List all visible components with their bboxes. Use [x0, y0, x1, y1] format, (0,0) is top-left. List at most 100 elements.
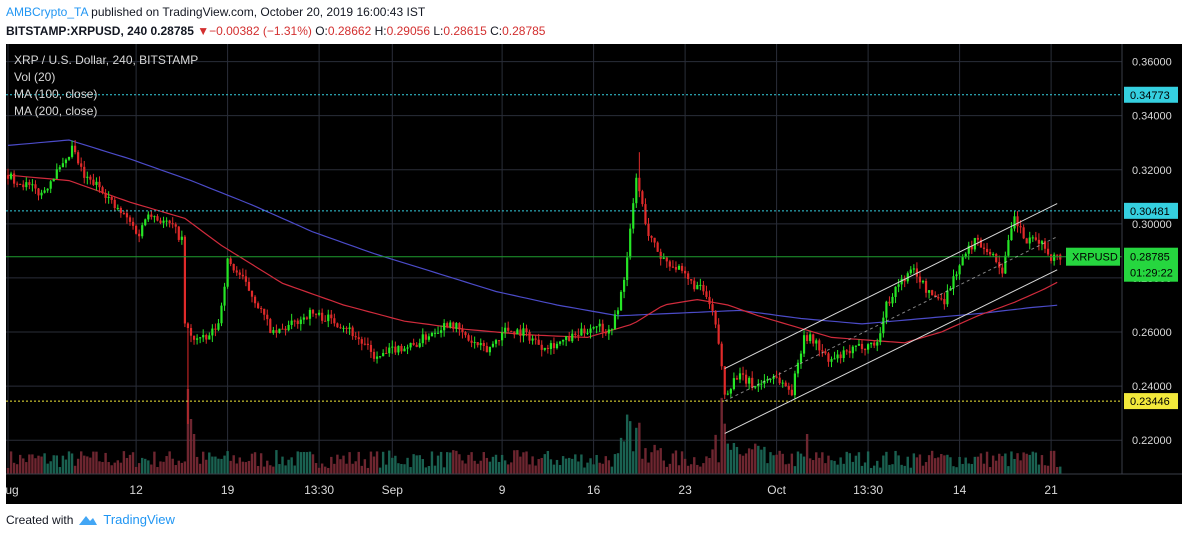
volume-bar [1013, 458, 1016, 474]
volume-bar [839, 457, 842, 474]
price-tick-label: 0.22000 [1132, 435, 1172, 447]
volume-bar [104, 452, 107, 474]
volume-bar [385, 464, 388, 474]
time-axis[interactable]: Aug 12 19 13:30 Sep 9 16 23 Oct 13:30 14 21 [6, 473, 1182, 504]
volume-bar [632, 451, 635, 474]
candle-body [74, 145, 77, 153]
candle-body [815, 340, 818, 344]
footer: Created with TradingView [6, 512, 175, 527]
candle-body [979, 239, 983, 248]
legend-item-ma100[interactable]: MA (100, close) [14, 87, 97, 101]
candle-body [879, 333, 882, 343]
candle-body [522, 328, 525, 336]
volume-bar [147, 460, 150, 474]
channel-mid-line [724, 236, 1058, 402]
candle-body [592, 327, 595, 329]
candle-body [543, 347, 546, 350]
legend-title: XRP / U.S. Dollar, 240, BITSTAMP [14, 53, 198, 67]
volume-bar [571, 458, 574, 474]
chart-area[interactable]: 0.360000.340000.320000.300000.280000.260… [6, 44, 1182, 504]
volume-bar [80, 451, 83, 474]
candle-body [501, 332, 504, 341]
candle-body [189, 328, 193, 336]
candle-body [58, 167, 61, 170]
volume-bar [909, 467, 912, 474]
candle-body [64, 159, 68, 164]
volume-bar [342, 455, 345, 474]
volume-bar [1010, 451, 1013, 474]
candle-body [418, 343, 421, 347]
volume-bar [174, 465, 177, 474]
candle-body [616, 310, 620, 315]
candle-body [25, 182, 28, 188]
candle-body [525, 328, 528, 333]
volume-bar [491, 456, 495, 474]
candle-body [101, 187, 104, 194]
volume-bar [906, 456, 909, 474]
volume-bar [568, 457, 571, 474]
volume-bar [726, 443, 729, 474]
volume-bar [985, 451, 989, 474]
candle-body [891, 296, 894, 304]
last-price-tag [1124, 247, 1178, 282]
volume-bar [278, 464, 281, 474]
legend-item-volume[interactable]: Vol (20) [14, 70, 55, 84]
volume-bar [235, 463, 238, 474]
volume-bar [760, 449, 763, 474]
candle-body [690, 278, 693, 281]
volume-bar [461, 460, 464, 474]
candle-body [674, 267, 678, 270]
volume-bar [747, 448, 751, 474]
candle-body [147, 214, 150, 220]
volume-bar [1037, 464, 1041, 474]
volume-bar [436, 455, 440, 474]
volume-bar [177, 460, 180, 474]
candle-body [177, 226, 180, 240]
candle-body [110, 196, 113, 200]
volume-bar [513, 450, 516, 474]
volume-bar [964, 457, 967, 474]
candle-body [921, 280, 925, 283]
volume-bar [915, 457, 919, 474]
volume-bar [552, 464, 556, 474]
author-link[interactable]: AMBCrypto_TA [6, 5, 88, 19]
time-tick-label: 13:30 [853, 483, 883, 497]
candle-body [836, 354, 839, 359]
candle-body [138, 233, 141, 237]
candle-body [345, 327, 348, 330]
volume-bar [1001, 456, 1004, 474]
candle-body [964, 253, 967, 258]
volume-bar [976, 456, 980, 474]
price-axis[interactable]: 0.360000.340000.320000.300000.280000.260… [1066, 44, 1182, 504]
volume-bar [333, 463, 336, 474]
tradingview-brand-link[interactable]: TradingView [103, 512, 175, 527]
symbol-tag-label: XRPUSD [1072, 252, 1118, 264]
symbol-tag [1066, 247, 1120, 266]
candle-body [876, 342, 879, 346]
volume-bar [940, 454, 943, 474]
candle-body [1013, 216, 1016, 229]
candle-body [272, 330, 275, 333]
legend-item-ma200[interactable]: MA (200, close) [14, 104, 97, 118]
candle-body [116, 207, 119, 209]
candle-body [854, 345, 857, 347]
volume-bar [320, 463, 324, 474]
volume-bar [650, 452, 653, 474]
volume-bar [25, 462, 28, 474]
volume-bar [202, 451, 205, 474]
volume-bar [610, 466, 614, 474]
volume-bar [394, 455, 397, 474]
candle-body [885, 301, 888, 318]
volume-bar [305, 452, 309, 474]
legend: XRP / U.S. Dollar, 240, BITSTAMP Vol (20… [14, 53, 198, 118]
candle-body [394, 346, 397, 353]
volume-bar [229, 460, 232, 474]
candle-body [757, 384, 760, 387]
volume-bar [223, 455, 226, 474]
volume-bar [638, 422, 641, 474]
price-chart[interactable]: 0.360000.340000.320000.300000.280000.260… [6, 44, 1182, 504]
volume-bar [815, 452, 818, 474]
candle-body [586, 332, 589, 334]
volume-bar [879, 467, 882, 474]
candle-body [1028, 237, 1031, 244]
